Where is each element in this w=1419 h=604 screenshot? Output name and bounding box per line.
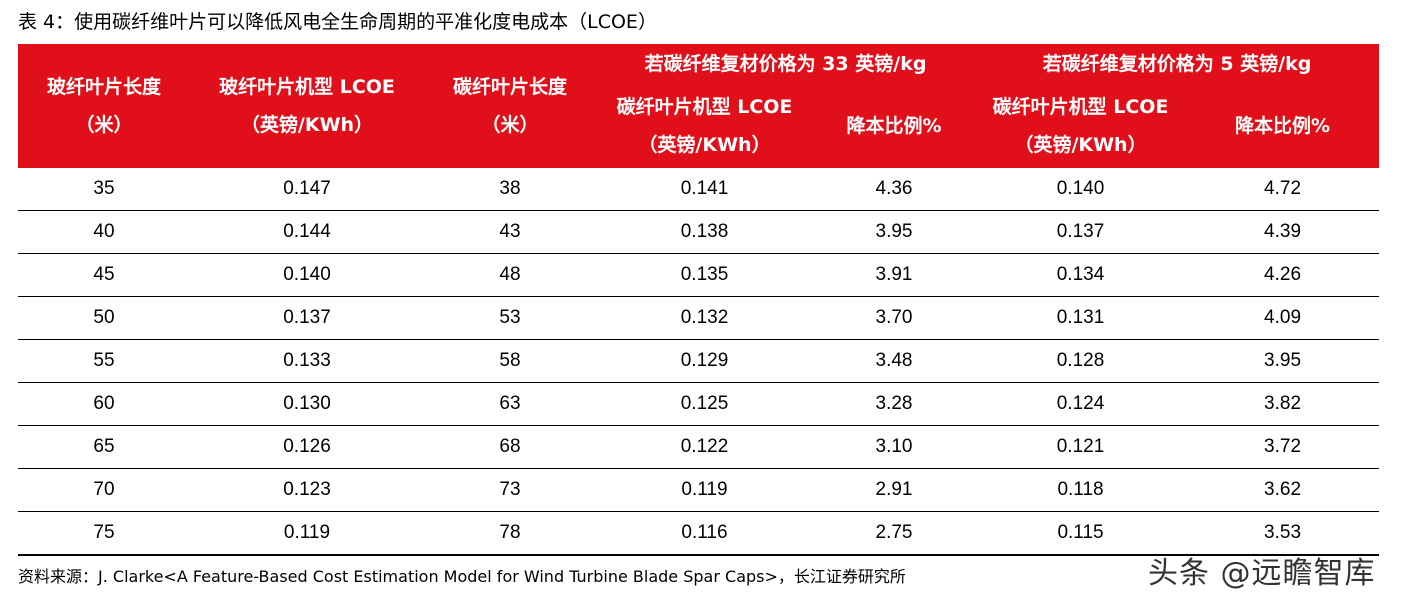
table-cell: 0.125: [596, 382, 813, 426]
table-row: 60 0.130 63 0.125 3.28 0.124 3.82: [18, 382, 1380, 426]
table-cell: 0.140: [975, 168, 1187, 211]
header-reduction-33: 降本比例%: [813, 84, 976, 168]
table-cell: 0.147: [190, 168, 424, 211]
table-cell: 4.72: [1186, 168, 1380, 211]
table-cell: 0.137: [975, 210, 1187, 254]
table-cell: 3.82: [1186, 382, 1380, 426]
table-cell: 3.28: [813, 382, 976, 426]
table-cell: 0.128: [975, 339, 1187, 383]
table-cell: 45: [18, 253, 190, 297]
table-cell: 4.26: [1186, 253, 1380, 297]
header-reduction-5: 降本比例%: [1186, 84, 1380, 168]
table-header: 玻纤叶片长度 （米） 玻纤叶片机型 LCOE （英镑/KWh） 碳纤叶片长度 （米） …: [18, 44, 1380, 168]
table-cell: 40: [18, 210, 190, 254]
table-cell: 78: [424, 511, 596, 556]
table-cell: 4.39: [1186, 210, 1380, 254]
table-row: 55 0.133 58 0.129 3.48 0.128 3.95: [18, 339, 1380, 383]
table-cell: 68: [424, 425, 596, 469]
table-cell: 3.72: [1186, 425, 1380, 469]
table-cell: 0.121: [975, 425, 1187, 469]
table-row: 45 0.140 48 0.135 3.91 0.134 4.26: [18, 253, 1380, 297]
table-cell: 3.62: [1186, 468, 1380, 512]
table-cell: 0.137: [190, 296, 424, 340]
table-cell: 55: [18, 339, 190, 383]
watermark: 头条 @远瞻智库: [1148, 556, 1376, 591]
table-cell: 3.10: [813, 425, 976, 469]
table-cell: 0.141: [596, 168, 813, 211]
table-cell: 53: [424, 296, 596, 340]
table-cell: 0.132: [596, 296, 813, 340]
table-cell: 35: [18, 168, 190, 211]
table-cell: 4.09: [1186, 296, 1380, 340]
table-body: 35 0.147 38 0.141 4.36 0.140 4.72 40 0.1…: [18, 168, 1380, 556]
table-cell: 0.133: [190, 339, 424, 383]
table-cell: 73: [424, 468, 596, 512]
table-row: 65 0.126 68 0.122 3.10 0.121 3.72: [18, 425, 1380, 469]
table-row: 35 0.147 38 0.141 4.36 0.140 4.72: [18, 168, 1380, 211]
table-cell: 0.116: [596, 511, 813, 556]
table-cell: 50: [18, 296, 190, 340]
table-cell: 0.129: [596, 339, 813, 383]
table-cell: 0.130: [190, 382, 424, 426]
source-note: 资料来源：J. Clarke<A Feature-Based Cost Esti…: [18, 567, 906, 586]
table-cell: 0.144: [190, 210, 424, 254]
table-cell: 2.91: [813, 468, 976, 512]
table-cell: 0.118: [975, 468, 1187, 512]
header-group-price-5: 若碳纤维复材价格为 5 英镑/kg: [975, 44, 1380, 84]
table-cell: 3.95: [1186, 339, 1380, 383]
table-cell: 63: [424, 382, 596, 426]
lcoe-table-container: 玻纤叶片长度 （米） 玻纤叶片机型 LCOE （英镑/KWh） 碳纤叶片长度 （米） …: [18, 44, 1380, 556]
table-cell: 48: [424, 253, 596, 297]
table-cell: 0.122: [596, 425, 813, 469]
lcoe-table: 玻纤叶片长度 （米） 玻纤叶片机型 LCOE （英镑/KWh） 碳纤叶片长度 （米） …: [18, 44, 1380, 556]
table-cell: 3.53: [1186, 511, 1380, 556]
table-cell: 3.91: [813, 253, 976, 297]
table-cell: 38: [424, 168, 596, 211]
table-row: 75 0.119 78 0.116 2.75 0.115 3.53: [18, 511, 1380, 556]
table-cell: 60: [18, 382, 190, 426]
table-cell: 4.36: [813, 168, 976, 211]
table-cell: 0.119: [596, 468, 813, 512]
table-cell: 0.126: [190, 425, 424, 469]
table-cell: 0.124: [975, 382, 1187, 426]
header-carbon-lcoe-33: 碳纤叶片机型 LCOE （英镑/KWh）: [596, 84, 813, 168]
table-cell: 3.70: [813, 296, 976, 340]
table-cell: 0.131: [975, 296, 1187, 340]
table-cell: 70: [18, 468, 190, 512]
table-cell: 3.48: [813, 339, 976, 383]
header-glass-lcoe: 玻纤叶片机型 LCOE （英镑/KWh）: [190, 44, 424, 168]
header-group-price-33: 若碳纤维复材价格为 33 英镑/kg: [596, 44, 976, 84]
header-carbon-lcoe-5: 碳纤叶片机型 LCOE （英镑/KWh）: [975, 84, 1187, 168]
table-cell: 0.135: [596, 253, 813, 297]
table-cell: 0.140: [190, 253, 424, 297]
table-cell: 3.95: [813, 210, 976, 254]
table-cell: 65: [18, 425, 190, 469]
header-carbon-blade-length: 碳纤叶片长度 （米）: [424, 44, 596, 168]
table-row: 50 0.137 53 0.132 3.70 0.131 4.09: [18, 296, 1380, 340]
table-cell: 2.75: [813, 511, 976, 556]
table-cell: 0.119: [190, 511, 424, 556]
table-cell: 58: [424, 339, 596, 383]
header-glass-blade-length: 玻纤叶片长度 （米）: [18, 44, 190, 168]
table-row: 70 0.123 73 0.119 2.91 0.118 3.62: [18, 468, 1380, 512]
table-row: 40 0.144 43 0.138 3.95 0.137 4.39: [18, 210, 1380, 254]
table-cell: 0.134: [975, 253, 1187, 297]
table-cell: 43: [424, 210, 596, 254]
table-cell: 0.138: [596, 210, 813, 254]
table-caption: 表 4：使用碳纤维叶片可以降低风电全生命周期的平准化度电成本（LCOE）: [18, 11, 657, 33]
table-cell: 0.123: [190, 468, 424, 512]
table-cell: 0.115: [975, 511, 1187, 556]
table-cell: 75: [18, 511, 190, 556]
